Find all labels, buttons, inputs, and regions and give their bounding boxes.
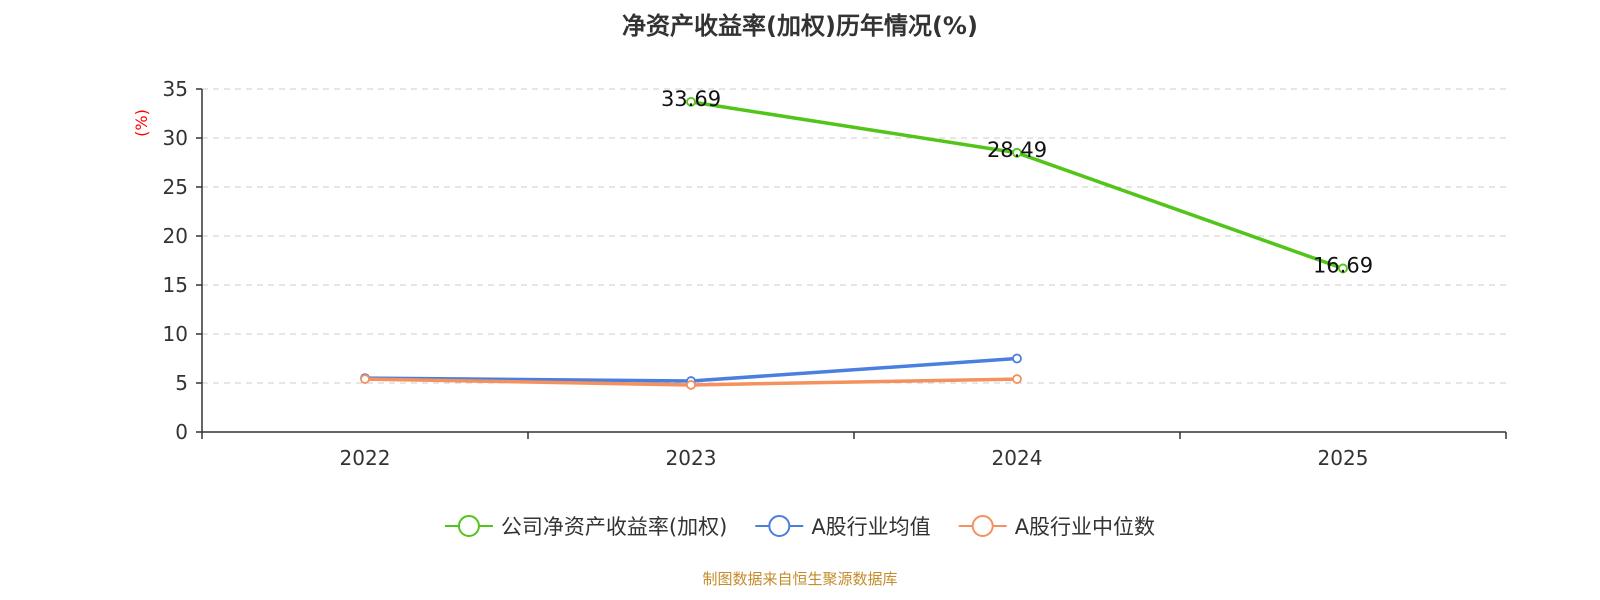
data-point-industry-mean — [1012, 353, 1022, 364]
y-tick-label: 30 — [163, 126, 188, 150]
source-note: 制图数据来自恒生聚源数据库 — [702, 570, 898, 588]
x-tick-label: 2025 — [1318, 446, 1369, 470]
x-tick-label: 2022 — [340, 446, 391, 470]
legend-marker-industry-median — [971, 515, 994, 537]
data-label: 16.69 — [1313, 253, 1373, 277]
y-tick-label: 25 — [163, 175, 188, 199]
y-axis-label: (%) — [132, 109, 151, 137]
legend-label-industry-mean: A股行业均值 — [811, 515, 930, 539]
legend-label-industry-median: A股行业中位数 — [1015, 515, 1155, 539]
data-point-industry-median — [1012, 374, 1022, 384]
data-label: 33.69 — [661, 87, 721, 111]
legend-marker-industry-mean — [768, 515, 791, 537]
series-line-company-roe — [690, 100, 1344, 271]
data-point-company-roe — [686, 96, 696, 107]
data-point-company-roe — [1012, 147, 1022, 158]
legend-marker-company-roe — [457, 515, 480, 537]
y-tick-label: 5 — [175, 371, 188, 395]
x-tick-label: 2023 — [666, 446, 717, 470]
y-tick-label: 10 — [163, 322, 188, 346]
chart-title: 净资产收益率(加权)历年情况(%) — [622, 12, 978, 40]
x-tick-label: 2024 — [992, 446, 1043, 470]
data-label: 28.49 — [987, 138, 1047, 162]
y-tick-label: 20 — [163, 224, 188, 248]
y-tick-label: 35 — [163, 77, 188, 101]
y-tick-label: 15 — [163, 273, 188, 297]
data-point-company-roe — [1338, 263, 1348, 274]
y-tick-label: 0 — [175, 420, 188, 444]
data-point-industry-median — [686, 380, 696, 390]
legend-label-company-roe: 公司净资产收益率(加权) — [501, 515, 727, 539]
data-point-industry-median — [360, 374, 370, 384]
